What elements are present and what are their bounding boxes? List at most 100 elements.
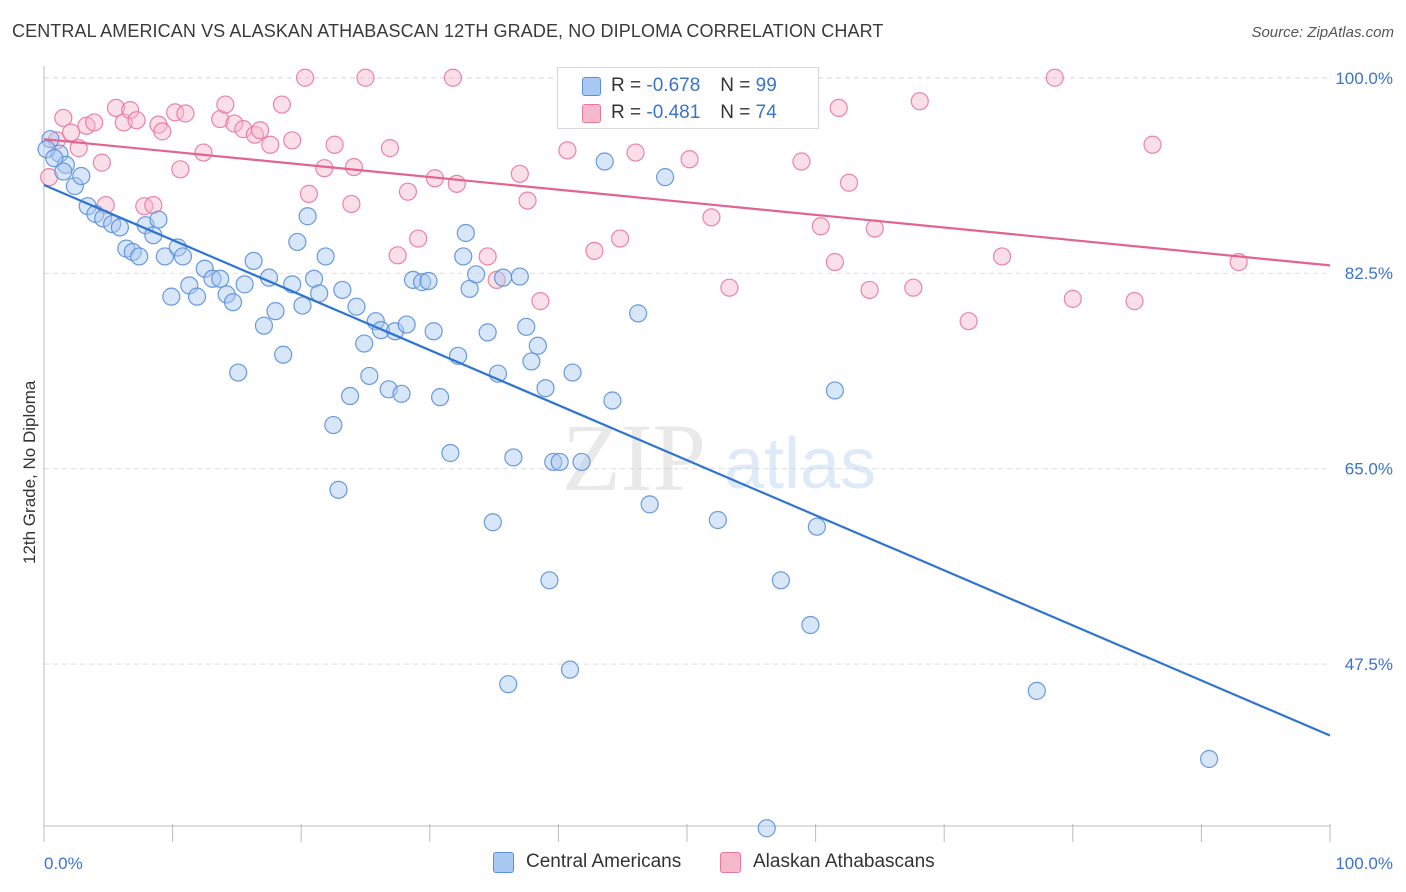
data-point-alaskan-athabascan [295,68,315,87]
data-point-central-american [629,304,648,323]
data-point-alaskan-athabascan [356,68,375,87]
data-point-central-american [235,275,254,294]
data-point-central-american [595,152,614,171]
legend-swatch-pink [582,103,601,123]
data-point-central-american [478,323,497,342]
data-point-central-american [45,149,64,168]
data-point-alaskan-athabascan [865,219,884,238]
data-point-alaskan-athabascan [443,68,463,87]
data-point-central-american [392,384,411,403]
axes [43,66,1331,842]
data-point-central-american [419,271,438,291]
n-label: N = [720,102,751,123]
watermark-atlas: atlas [724,424,876,504]
data-point-alaskan-athabascan [398,182,418,201]
data-point-central-american [397,315,416,334]
data-point-central-american [517,317,536,336]
data-point-central-american [424,322,443,341]
y-tick-label: 100.0% [1335,69,1393,88]
data-point-central-american [522,352,541,371]
data-point-central-american [65,176,84,196]
data-point-central-american [162,287,181,306]
data-point-central-american [807,517,826,536]
data-point-alaskan-athabascan [92,153,111,172]
data-point-alaskan-athabascan [447,174,466,193]
data-point-alaskan-athabascan [478,247,497,266]
trend-lines [43,138,1331,737]
data-point-alaskan-athabascan [510,164,529,183]
data-point-alaskan-athabascan [344,157,364,177]
data-point-alaskan-athabascan [910,92,929,111]
data-point-central-american [499,675,518,694]
r-label: R = [611,102,642,123]
data-point-central-american [54,162,73,181]
data-point-alaskan-athabascan [194,143,213,162]
series-legend: Central Americans Alaskan Athabascans [0,851,1406,877]
x-tick-label: 100.0% [1335,854,1393,873]
legend-label: Central Americans [526,851,682,872]
data-point-central-american [149,210,168,229]
data-point-alaskan-athabascan [825,252,844,272]
legend-item-central-americans[interactable]: Central Americans [493,851,681,873]
data-point-alaskan-athabascan [127,111,146,130]
data-point-alaskan-athabascan [959,312,978,331]
data-point-alaskan-athabascan [1063,289,1082,308]
tick-labels: 100.0% 82.5% 65.0% 47.5% 0.0% 100.0% [44,69,1393,873]
data-point-alaskan-athabascan [680,150,699,169]
data-point-alaskan-athabascan [829,98,848,118]
data-point-central-american [244,251,263,271]
y-tick-label: 47.5% [1345,655,1393,674]
data-point-central-american [483,513,502,532]
data-point-alaskan-athabascan [904,278,923,297]
r-value: -0.481 [646,102,701,123]
data-point-alaskan-athabascan [216,95,235,114]
data-point-central-american [254,316,274,335]
data-point-central-american [563,363,582,382]
data-point-alaskan-athabascan [518,191,537,210]
data-point-central-american [266,302,285,321]
data-point-central-american [560,660,580,679]
data-point-alaskan-athabascan [380,139,400,158]
data-point-alaskan-athabascan [272,95,292,114]
y-tick-label: 65.0% [1345,460,1393,479]
data-point-central-american [536,379,555,398]
n-value: 99 [755,75,777,96]
r-label: R = [611,75,642,96]
legend-item-alaskan-athabascans[interactable]: Alaskan Athabascans [720,851,935,873]
data-point-central-american [540,571,559,590]
data-point-central-american [494,268,513,287]
data-point-alaskan-athabascan [171,160,190,179]
y-axis-label: 12th Grade, No Diploma [20,380,39,564]
data-point-central-american [329,480,348,499]
data-point-central-american [173,247,192,266]
data-point-central-american [466,265,486,284]
data-point-central-american [454,247,473,266]
data-point-alaskan-athabascan [702,208,721,227]
data-point-alaskan-athabascan [283,131,302,150]
data-point-alaskan-athabascan [860,280,879,300]
data-point-central-american [195,259,214,278]
data-point-alaskan-athabascan [1125,292,1144,311]
data-point-central-american [825,381,844,400]
data-point-central-american [528,336,547,355]
data-point-alaskan-athabascan [176,104,195,123]
data-point-alaskan-athabascan [811,217,830,236]
data-point-central-american [771,571,790,590]
data-point-central-american [1200,749,1219,769]
data-point-central-american [656,168,675,187]
series-central-americans [37,68,1219,838]
data-point-alaskan-athabascan [342,194,361,214]
data-point-central-american [510,267,529,286]
data-point-central-american [324,415,343,435]
data-point-central-american [333,280,352,300]
chart-title: CENTRAL AMERICAN VS ALASKAN ATHABASCAN 1… [12,21,884,41]
data-point-central-american [229,363,248,382]
x-tick-label: 0.0% [44,854,83,873]
data-point-central-american [274,345,293,364]
data-point-central-american [757,819,776,838]
data-point-central-american [72,166,91,186]
data-point-central-american [1027,681,1046,700]
r-value: -0.678 [646,75,701,96]
data-point-central-american [110,218,129,237]
data-point-central-american [544,452,563,472]
